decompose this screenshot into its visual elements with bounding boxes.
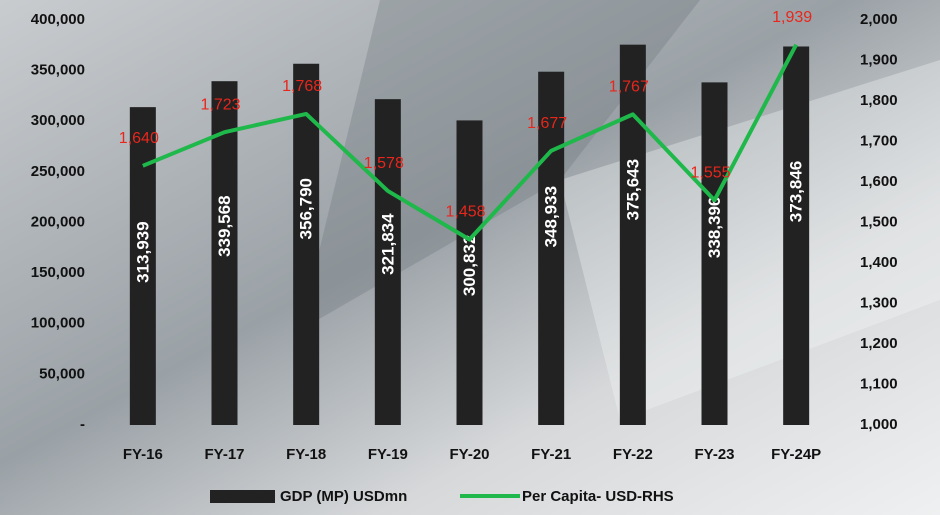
x-tick-label: FY-17 [204,446,244,463]
x-tick-label: FY-20 [449,446,489,463]
bar-label: 356,790 [297,178,316,239]
bar-label: 373,846 [787,161,806,222]
line-label: 1,768 [282,78,322,95]
line-label: 1,939 [772,9,812,26]
x-tick-label: FY-16 [123,446,163,463]
y2-tick-label: 1,900 [860,51,898,68]
y2-tick-label: 1,000 [860,416,898,433]
line-label: 1,555 [690,164,730,181]
bar [374,99,401,426]
bar [619,44,646,425]
y2-tick-label: 1,200 [860,335,898,352]
background-shape [560,60,940,420]
x-tick-label: FY-22 [613,446,653,463]
y-tick-label: 350,000 [31,62,85,79]
y2-tick-label: 1,700 [860,132,898,149]
x-tick-label: FY-23 [694,446,734,463]
y-tick-label: 100,000 [31,315,85,332]
y-tick-label: 400,000 [31,11,85,28]
y-tick-label: 300,000 [31,112,85,129]
bar [783,46,810,425]
y-tick-label: 250,000 [31,163,85,180]
x-tick-label: FY-24P [771,446,821,463]
y2-tick-label: 1,400 [860,254,898,271]
y-tick-label: - [80,416,85,433]
bar-label: 313,939 [133,221,152,282]
x-tick-label: FY-19 [368,446,408,463]
y2-tick-label: 1,300 [860,294,898,311]
y-tick-label: 50,000 [39,365,85,382]
legend-label: GDP (MP) USDmn [280,488,407,505]
bar-label: 375,643 [623,159,642,220]
bar [456,120,483,426]
y2-tick-label: 2,000 [860,11,898,28]
line-label: 1,578 [364,155,404,172]
bar [211,81,238,425]
x-tick-label: FY-21 [531,446,571,463]
bar [538,71,565,426]
line-label: 1,767 [609,79,649,96]
line-label: 1,458 [445,204,485,221]
bar [701,82,728,425]
legend-label: Per Capita- USD-RHS [522,488,674,505]
y-tick-label: 200,000 [31,213,85,230]
y2-tick-label: 1,800 [860,92,898,109]
line-label: 1,677 [527,115,567,132]
y2-tick-label: 1,600 [860,173,898,190]
y2-tick-label: 1,500 [860,213,898,230]
line-label: 1,640 [119,130,159,147]
bar-label: 338,396 [705,197,724,258]
bar-label: 321,834 [378,213,397,275]
legend-swatch [210,490,275,503]
y-tick-label: 150,000 [31,264,85,281]
bar-label: 300,832 [460,235,479,296]
bar-label: 348,933 [542,186,561,247]
y2-tick-label: 1,100 [860,375,898,392]
line-label: 1,723 [200,96,240,113]
x-tick-label: FY-18 [286,446,326,463]
line [142,43,798,242]
bar-label: 339,568 [215,195,234,256]
